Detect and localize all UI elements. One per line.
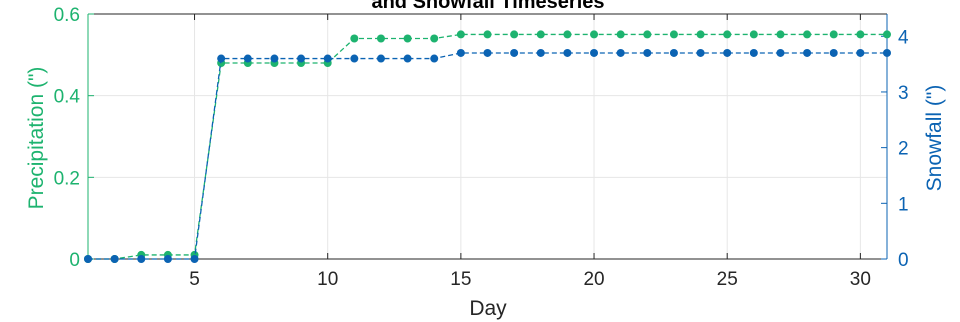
data-point (776, 48, 785, 57)
data-point (217, 54, 226, 63)
data-point (856, 30, 865, 39)
x-tick-label: 5 (189, 269, 200, 290)
left-y-tick-label: 0.4 (54, 87, 81, 108)
data-point (883, 30, 891, 39)
data-point (510, 30, 519, 39)
data-point (456, 30, 465, 39)
data-point (430, 54, 439, 63)
data-point (350, 34, 359, 43)
data-point (669, 48, 678, 57)
data-point (456, 48, 465, 57)
right-y-axis-title: Snowfall (") (923, 85, 946, 192)
left-y-tick-label: 0.2 (54, 168, 80, 189)
data-point (350, 54, 359, 63)
data-point (376, 34, 385, 43)
data-point (190, 255, 199, 263)
data-point (536, 30, 545, 39)
data-point (829, 30, 838, 39)
data-point (243, 54, 252, 63)
plot-frame (87, 13, 888, 260)
series-line (88, 33, 887, 260)
data-point (883, 48, 891, 57)
x-tick-label: 10 (317, 269, 338, 290)
series-line (88, 52, 887, 260)
left-y-axis-ticks: 0 0.2 0.4 0.6 (54, 5, 94, 271)
snowfall-series (84, 48, 891, 263)
data-point (723, 30, 732, 39)
x-tick-label: 30 (850, 269, 871, 290)
data-point (297, 54, 306, 63)
data-point (84, 255, 92, 263)
data-point (856, 48, 865, 57)
chart-title: and Snowfall Timeseries (371, 0, 604, 13)
data-point (616, 48, 625, 57)
data-point (483, 30, 492, 39)
right-y-tick-label: 3 (898, 83, 909, 104)
data-point (137, 255, 146, 263)
data-point (323, 54, 332, 63)
data-point (749, 30, 758, 39)
data-point (270, 54, 279, 63)
data-point (403, 54, 412, 63)
data-point (616, 30, 625, 39)
data-point (829, 48, 838, 57)
data-point (590, 48, 599, 57)
data-point (696, 30, 705, 39)
right-y-tick-label: 2 (898, 139, 909, 160)
data-point (483, 48, 492, 57)
left-y-axis-title: Precipitation (") (25, 67, 48, 210)
data-point (403, 34, 412, 43)
data-point (536, 48, 545, 57)
right-y-axis-ticks: 0 1 2 3 4 (881, 27, 909, 271)
data-point (776, 30, 785, 39)
precipitation-series (84, 30, 891, 263)
data-point (110, 255, 119, 263)
data-point (430, 34, 439, 43)
x-axis-title: Day (469, 297, 507, 320)
right-y-tick-label: 1 (898, 194, 909, 215)
left-y-tick-label: 0 (69, 250, 80, 271)
data-point (696, 48, 705, 57)
x-tick-label: 15 (450, 269, 471, 290)
data-point (163, 255, 172, 263)
x-tick-label: 20 (583, 269, 604, 290)
data-point (749, 48, 758, 57)
data-point (723, 48, 732, 57)
data-point (510, 48, 519, 57)
data-point (563, 48, 572, 57)
x-tick-label: 25 (717, 269, 738, 290)
data-point (590, 30, 599, 39)
data-point (803, 48, 812, 57)
right-y-tick-label: 0 (898, 250, 909, 271)
data-point (643, 30, 652, 39)
data-point (669, 30, 678, 39)
x-axis-ticks: 5 10 15 20 25 30 (189, 14, 871, 290)
series-layer (84, 30, 891, 263)
data-point (803, 30, 812, 39)
right-y-tick-label: 4 (898, 27, 909, 48)
left-y-tick-label: 0.6 (54, 5, 80, 26)
data-point (376, 54, 385, 63)
data-point (563, 30, 572, 39)
data-point (643, 48, 652, 57)
